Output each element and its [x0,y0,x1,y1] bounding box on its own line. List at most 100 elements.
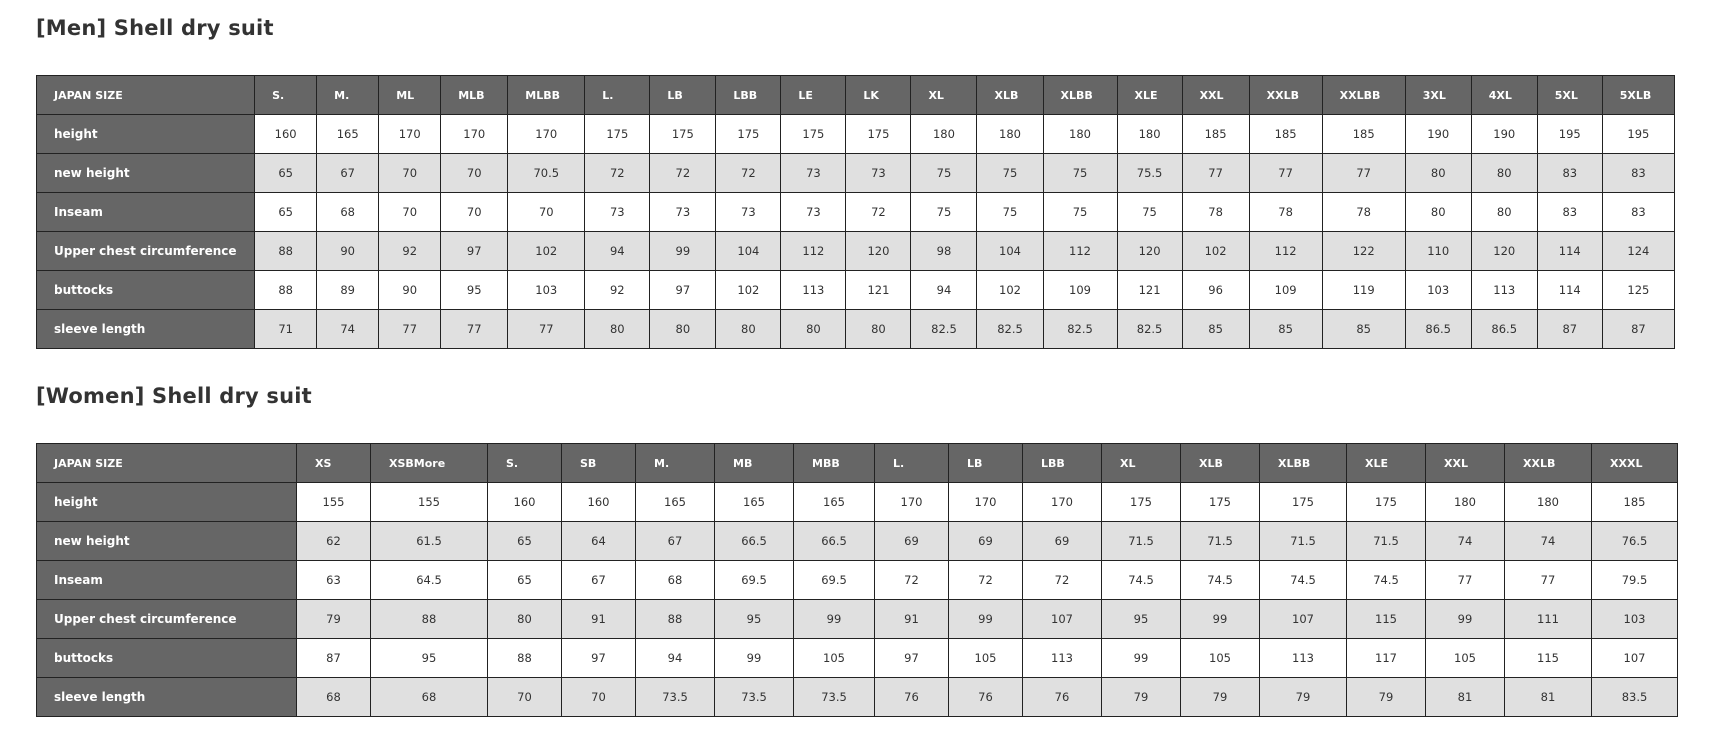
row-label: Inseam [35,192,256,232]
table-cell: 87 [1536,309,1603,349]
table-cell: 180 [976,114,1044,154]
size-header-lbb: LBB [1022,443,1102,483]
table-cell: 95 [370,638,488,678]
table-cell: 97 [649,270,717,310]
table-cell: 72 [845,192,912,232]
table-cell: 80 [1470,192,1538,232]
table-cell: 68 [296,677,371,717]
table-cell: 175 [1346,482,1426,522]
row-label: Upper chest circumference [36,599,297,639]
table-cell: 70 [507,192,586,232]
size-header-xl: XL [1101,443,1181,483]
table-cell: 83 [1536,153,1603,193]
table-cell: 71.5 [1180,521,1260,561]
row-label: sleeve length [35,309,256,349]
table-cell: 92 [378,231,442,271]
table-cell: 175 [584,114,651,154]
table-cell: 75 [910,153,978,193]
size-header-ml: ML [378,75,442,115]
table-cell: 73.5 [635,677,715,717]
table-row: Upper chest circumference 79 88 80 91 88 95 99 9… [36,599,1678,639]
table-cell: 78 [1248,192,1323,232]
table-cell: 165 [793,482,875,522]
size-header-xlb: XLB [976,75,1044,115]
table-row: Inseam 63 64.5 65 67 68 69.5 69.5 72 72 72 74.5 74.5… [36,560,1678,600]
table-cell: 87 [296,638,371,678]
size-header-xl: XL [910,75,978,115]
table-cell: 180 [1042,114,1118,154]
table-cell: 75 [976,192,1044,232]
table-cell: 65 [487,560,562,600]
table-cell: 103 [1591,599,1678,639]
size-header-mlb: MLB [440,75,509,115]
table-cell: 160 [254,114,318,154]
table-cell: 98 [910,231,978,271]
table-cell: 69 [1022,521,1102,561]
table-cell: 82.5 [976,309,1044,349]
table-cell: 73 [649,192,717,232]
table-cell: 67 [635,521,715,561]
table-cell: 82.5 [1042,309,1118,349]
table-cell: 175 [1101,482,1181,522]
table-cell: 113 [1470,270,1538,310]
table-cell: 185 [1181,114,1250,154]
table-cell: 105 [948,638,1023,678]
table-cell: 165 [635,482,715,522]
row-label: new height [35,153,256,193]
table-cell: 82.5 [1116,309,1183,349]
table-cell: 95 [714,599,794,639]
table-cell: 70 [487,677,562,717]
table-cell: 72 [874,560,949,600]
table-cell: 72 [715,153,782,193]
table-row: sleeve length 68 68 70 70 73.5 73.5 73.5 76 76 76 7… [36,677,1678,717]
table-cell: 77 [378,309,442,349]
table-cell: 80 [715,309,782,349]
men-section-title: [Men] Shell dry suit [36,16,274,40]
table-cell: 105 [1180,638,1260,678]
table-cell: 71.5 [1101,521,1181,561]
table-cell: 119 [1321,270,1406,310]
table-cell: 76.5 [1591,521,1678,561]
size-header-xxlb: XXLB [1248,75,1323,115]
table-cell: 75 [910,192,978,232]
table-cell: 180 [910,114,978,154]
table-cell: 102 [507,231,586,271]
table-header-row: JAPAN SIZE S. M. ML MLB MLBB L. LB LBB LE LK XL XLB X… [35,75,1676,115]
men-size-table: JAPAN SIZE S. M. ML MLB MLBB L. LB LBB LE LK XL XLB X… [35,75,1676,349]
table-cell: 80 [1404,153,1472,193]
women-size-table: JAPAN SIZE XS XSBMore S. SB M. MB MBB L. LB LBB XL X… [36,443,1678,717]
table-cell: 122 [1321,231,1406,271]
table-cell: 104 [976,231,1044,271]
table-cell: 114 [1536,270,1603,310]
table-cell: 99 [649,231,717,271]
table-cell: 180 [1425,482,1505,522]
table-cell: 160 [487,482,562,522]
table-cell: 79.5 [1591,560,1678,600]
row-label: new height [36,521,297,561]
table-cell: 170 [378,114,442,154]
table-cell: 97 [561,638,636,678]
size-header-lbb: LBB [715,75,782,115]
table-cell: 80 [1404,192,1472,232]
table-cell: 79 [296,599,371,639]
table-cell: 165 [714,482,794,522]
table-row: new height 62 61.5 65 64 67 66.5 66.5 69 69 69 71.5… [36,521,1678,561]
table-cell: 77 [1504,560,1592,600]
table-cell: 67 [316,153,380,193]
table-cell: 92 [584,270,651,310]
table-cell: 75 [1042,153,1118,193]
size-header-xs: XS [296,443,371,483]
row-label: height [35,114,256,154]
table-cell: 74.5 [1180,560,1260,600]
table-cell: 76 [948,677,1023,717]
table-cell: 69 [948,521,1023,561]
table-cell: 120 [1470,231,1538,271]
table-cell: 80 [780,309,847,349]
table-cell: 115 [1504,638,1592,678]
table-cell: 74 [1504,521,1592,561]
size-header-mbb: MBB [793,443,875,483]
table-cell: 72 [649,153,717,193]
table-cell: 79 [1101,677,1181,717]
table-cell: 113 [1259,638,1347,678]
size-header-5xl: 5XL [1536,75,1603,115]
